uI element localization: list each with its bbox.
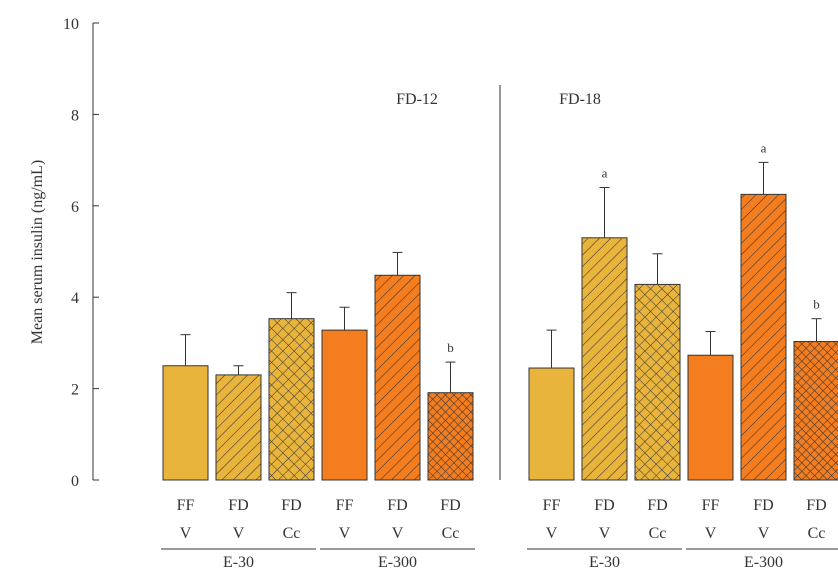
category-labels: FF V FD V FD Cc FF V FD V FD Cc E-30 E-300 FF V FD V FD Cc F…: [161, 497, 838, 571]
bar-fd-18-1: [528, 367, 575, 481]
y-ticks: 0 2 4 6 8 10: [63, 16, 99, 490]
feed-label: FD: [647, 497, 667, 514]
bar-fd-12-6: [427, 392, 474, 481]
bar-fd-12-5: [374, 274, 421, 481]
bar-fd-18-5: [740, 193, 787, 481]
treatment-label: V: [233, 525, 245, 542]
feed-label: FD: [806, 497, 826, 514]
y-tick-label: 2: [71, 382, 79, 399]
y-tick-label: 0: [71, 473, 79, 490]
significance-label: a: [761, 140, 767, 155]
bar-fd-12-1: [162, 365, 209, 481]
feed-label: FF: [336, 497, 354, 514]
panel-label-fd-12: FD-12: [396, 91, 438, 108]
feed-label: FF: [702, 497, 720, 514]
treatment-label: V: [546, 525, 558, 542]
treatment-label: Cc: [442, 525, 460, 542]
feed-label: FD: [281, 497, 301, 514]
bar-fd-18-3: [634, 283, 681, 481]
group-label: E-30: [589, 554, 620, 571]
bar-fd-12-4: [321, 329, 368, 481]
feed-label: FD: [387, 497, 407, 514]
feed-label: FD: [753, 497, 773, 514]
axes: [92, 23, 501, 480]
feed-label: FD: [594, 497, 614, 514]
bar-fd-18-4: [687, 354, 734, 481]
treatment-label: V: [339, 525, 351, 542]
bars: [162, 193, 838, 481]
treatment-label: Cc: [283, 525, 301, 542]
significance-label: b: [813, 297, 820, 312]
error-bars: b a a b: [180, 140, 822, 393]
treatment-label: V: [392, 525, 404, 542]
feed-label: FF: [543, 497, 561, 514]
bar-fd-12-3: [268, 318, 315, 481]
group-label: E-300: [378, 554, 417, 571]
treatment-label: Cc: [649, 525, 667, 542]
y-tick-label: 6: [71, 199, 79, 216]
treatment-label: V: [705, 525, 717, 542]
feed-label: FD: [228, 497, 248, 514]
y-tick-label: 4: [71, 290, 79, 307]
group-label: E-30: [223, 554, 254, 571]
bar-fd-12-2: [215, 374, 262, 481]
bar-fd-18-6: [793, 341, 838, 481]
y-tick-label: 8: [71, 107, 79, 124]
treatment-label: V: [758, 525, 770, 542]
y-axis-label: Mean serum insulin (ng/mL): [29, 160, 46, 344]
y-tick-label: 10: [63, 16, 79, 33]
feed-label: FF: [177, 497, 195, 514]
bar-fd-18-2: [581, 237, 628, 481]
group-label: E-300: [744, 554, 783, 571]
treatment-label: V: [599, 525, 611, 542]
treatment-label: V: [180, 525, 192, 542]
panel-label-fd-18: FD-18: [559, 91, 601, 108]
significance-label: a: [602, 166, 608, 181]
treatment-label: Cc: [808, 525, 826, 542]
significance-label: b: [447, 340, 454, 355]
feed-label: FD: [440, 497, 460, 514]
